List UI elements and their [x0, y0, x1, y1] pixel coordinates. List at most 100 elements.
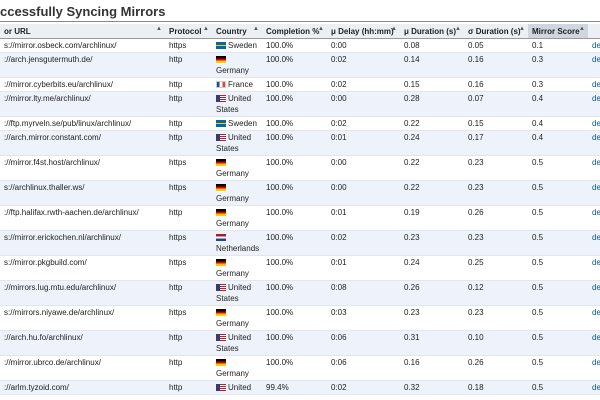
cell-text: 100.0%	[266, 333, 294, 342]
table-cell: s://mirror.pkgbuild.com/	[0, 255, 165, 281]
table-cell: ://ftp.myrveln.se/pub/linux/archlinux/	[0, 116, 165, 131]
cell-text: 0:00	[331, 41, 347, 50]
country-cell: Germany	[212, 52, 262, 78]
table-cell: http	[165, 116, 212, 131]
details-link[interactable]: de	[592, 358, 600, 367]
table-cell: 0:02	[327, 230, 400, 256]
cell-text: 100.0%	[266, 119, 294, 128]
column-header[interactable]: or URL ▲	[0, 24, 165, 39]
table-cell: https	[165, 38, 212, 53]
column-header[interactable]: μ Delay (hh:mm) ▲	[327, 24, 400, 39]
table-cell: http	[165, 280, 212, 306]
table-cell: 100.0%	[262, 155, 327, 181]
country-cell: United States	[212, 130, 262, 156]
cell-text: 0.16	[468, 55, 484, 64]
cell-text: https	[169, 308, 187, 317]
table-cell: de	[588, 180, 600, 206]
table-row: s://mirror.pkgbuild.com/https Germany 100.…	[0, 255, 600, 281]
table-cell: 0.26	[464, 355, 528, 381]
header-label: Country	[216, 26, 247, 36]
cell-text: 0.1	[532, 41, 544, 50]
country-cell: Germany	[212, 180, 262, 206]
sort-arrow: ▲	[253, 26, 259, 32]
cell-text: 0.10	[468, 333, 484, 342]
details-link[interactable]: de	[592, 119, 600, 128]
table-cell: 0.5	[528, 205, 588, 231]
details-link[interactable]: de	[592, 308, 600, 317]
details-link[interactable]: de	[592, 183, 600, 192]
table-cell: 100.0%	[262, 280, 327, 306]
flag-icon	[216, 42, 226, 49]
table-cell: s://mirror.osbeck.com/archlinux/	[0, 38, 165, 53]
cell-text: 0.5	[532, 283, 544, 292]
cell-text: 0.5	[532, 208, 544, 217]
table-cell: 0.22	[400, 116, 464, 131]
table-cell: 100.0%	[262, 91, 327, 117]
flag-icon	[216, 284, 226, 291]
table-cell: ://arch.mirror.constant.com/	[0, 130, 165, 156]
details-link[interactable]: de	[592, 94, 600, 103]
cell-text: 0.15	[404, 80, 420, 89]
cell-text: 0.23	[404, 233, 420, 242]
table-row: ://arch.hu.fo/archlinux/http United State…	[0, 330, 600, 356]
column-header[interactable]: Completion % ▲	[262, 24, 327, 39]
table-cell: 0.5	[528, 380, 588, 395]
table-cell: 100.0%	[262, 77, 327, 92]
cell-text: ://ftp.halifax.rwth-aachen.de/archlinux/	[4, 208, 139, 217]
flag-icon	[216, 159, 226, 166]
cell-text: 0.5	[532, 333, 544, 342]
table-cell: s://mirror.erickochen.nl/archlinux/	[0, 230, 165, 256]
table-cell: 0:00	[327, 180, 400, 206]
column-header[interactable]: μ Duration (s) ▲	[400, 24, 464, 39]
flag-icon	[216, 95, 226, 102]
table-cell: 0.26	[464, 205, 528, 231]
cell-text: 0.16	[404, 358, 420, 367]
details-link[interactable]: de	[592, 283, 600, 292]
cell-text: http	[169, 358, 183, 367]
cell-text: 0.4	[532, 133, 544, 142]
table-cell: 100.0%	[262, 116, 327, 131]
cell-text: 0:08	[331, 283, 347, 292]
table-cell: ://mirrors.lug.mtu.edu/archlinux/	[0, 280, 165, 306]
table-cell: 0.24	[400, 130, 464, 156]
details-link[interactable]: de	[592, 80, 600, 89]
details-link[interactable]: de	[592, 208, 600, 217]
table-cell: 0.22	[400, 155, 464, 181]
details-link[interactable]: de	[592, 133, 600, 142]
table-cell: 0:03	[327, 305, 400, 331]
page-title: ccessfully Syncing Mirrors	[0, 4, 166, 19]
details-link[interactable]: de	[592, 383, 600, 392]
table-cell: 0.23	[400, 230, 464, 256]
table-row: ://mirrors.lug.mtu.edu/archlinux/http Uni…	[0, 280, 600, 306]
sort-arrow: ▲	[156, 26, 162, 32]
details-link[interactable]: de	[592, 333, 600, 342]
column-header[interactable]: σ Duration (s) ▲	[464, 24, 528, 39]
flag-icon	[216, 134, 226, 141]
country-cell: Germany	[212, 155, 262, 181]
country-cell: Germany	[212, 255, 262, 281]
table-cell: 0.23	[464, 230, 528, 256]
cell-text: 0.18	[468, 383, 484, 392]
column-header[interactable]: Mirror Score ▲	[528, 24, 588, 39]
cell-text: 0.4	[532, 94, 544, 103]
cell-text: 0.26	[468, 358, 484, 367]
details-link[interactable]: de	[592, 233, 600, 242]
column-header[interactable]: Protocol ▲	[165, 24, 212, 39]
country-name: Germany	[216, 169, 249, 178]
details-link[interactable]: de	[592, 158, 600, 167]
cell-text: 0:01	[331, 258, 347, 267]
details-link[interactable]: de	[592, 55, 600, 64]
table-cell: http	[165, 77, 212, 92]
cell-text: 0.5	[532, 258, 544, 267]
header-label: Completion %	[266, 26, 320, 36]
details-link[interactable]: de	[592, 258, 600, 267]
table-cell: 0.23	[464, 155, 528, 181]
cell-text: 0.26	[468, 208, 484, 217]
table-cell: 0.5	[528, 330, 588, 356]
country-name: Germany	[216, 269, 249, 278]
details-link[interactable]: de	[592, 41, 600, 50]
cell-text: ://mirror.f4st.host/archlinux/	[4, 158, 101, 167]
table-cell: de	[588, 330, 600, 356]
column-header[interactable]: Country ▲	[212, 24, 262, 39]
cell-text: ://arch.jensgutermuth.de/	[4, 55, 93, 64]
